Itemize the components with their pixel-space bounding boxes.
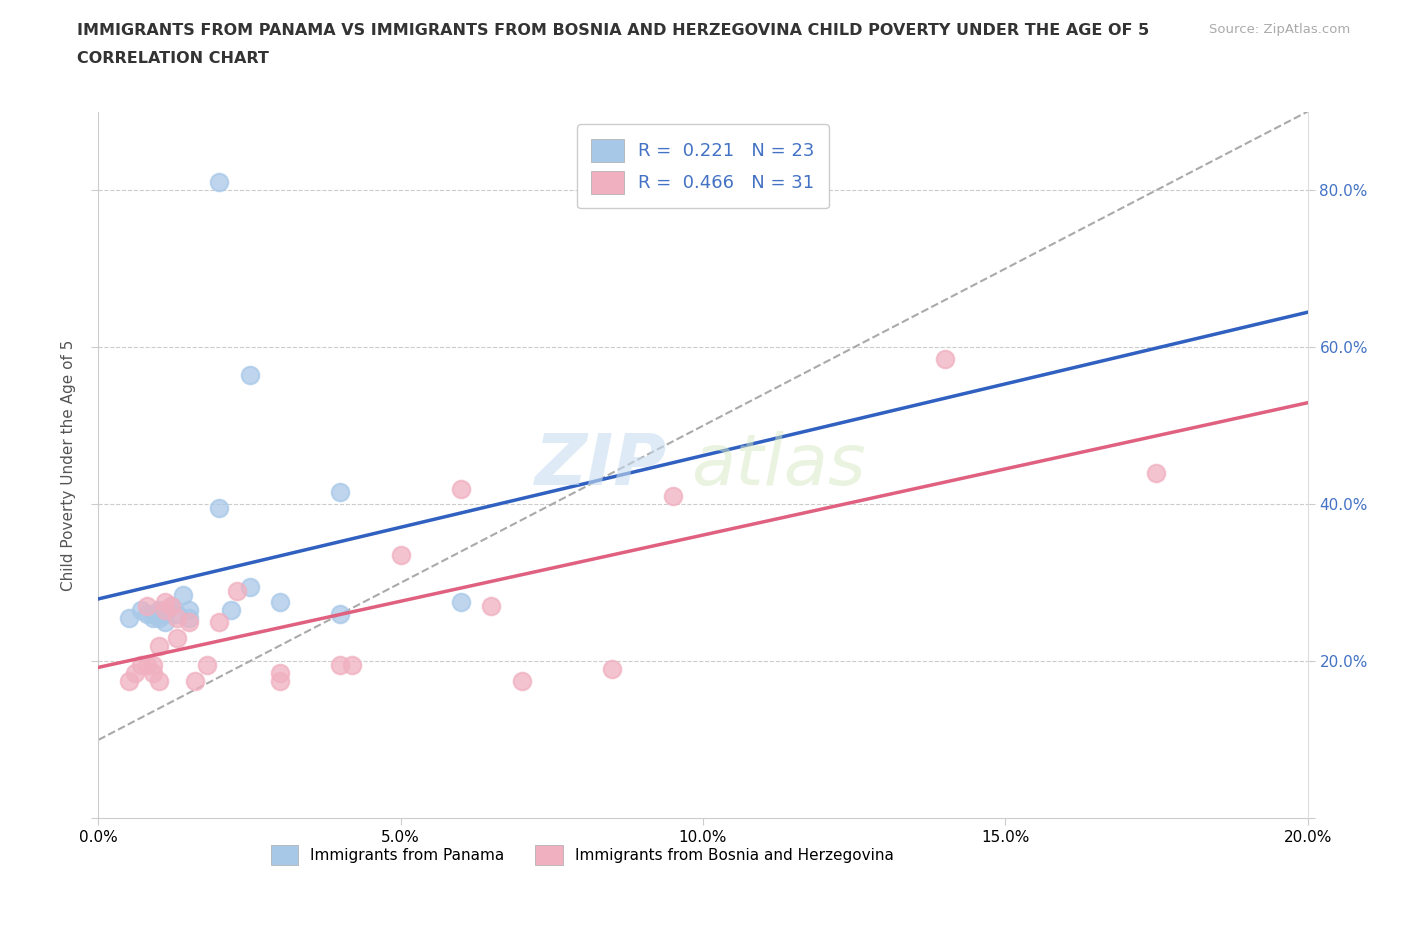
Point [135,599,157,614]
Point [269,595,291,610]
Point [142,658,165,672]
Point [226,583,249,598]
Point [153,595,176,610]
Point [148,638,170,653]
Point [239,579,262,594]
Point [160,599,183,614]
Point [166,606,188,621]
Point [184,673,207,688]
Text: atlas: atlas [690,431,866,499]
Point [179,603,201,618]
Legend: Immigrants from Panama, Immigrants from Bosnia and Herzegovina: Immigrants from Panama, Immigrants from … [264,839,900,870]
Point [129,603,152,618]
Point [148,673,170,688]
Point [208,175,231,190]
Point [510,673,533,688]
Point [153,606,176,621]
Point [179,615,201,630]
Point [329,658,352,672]
Point [142,666,165,681]
Point [148,611,170,626]
Point [135,606,157,621]
Point [148,603,170,618]
Point [166,631,188,645]
Point [342,658,364,672]
Point [239,367,262,382]
Point [221,603,243,618]
Point [269,673,291,688]
Point [389,548,412,563]
Point [124,666,146,681]
Text: CORRELATION CHART: CORRELATION CHART [77,51,269,66]
Point [153,603,176,618]
Text: IMMIGRANTS FROM PANAMA VS IMMIGRANTS FROM BOSNIA AND HERZEGOVINA CHILD POVERTY U: IMMIGRANTS FROM PANAMA VS IMMIGRANTS FRO… [77,23,1150,38]
Point [160,599,183,614]
Point [450,481,472,496]
Point [172,587,194,602]
Text: Source: ZipAtlas.com: Source: ZipAtlas.com [1209,23,1350,36]
Point [208,615,231,630]
Point [208,500,231,515]
Point [129,658,152,672]
Point [602,662,624,677]
Y-axis label: Child Poverty Under the Age of 5: Child Poverty Under the Age of 5 [60,339,76,591]
Point [118,611,141,626]
Point [118,673,141,688]
Point [179,611,201,626]
Point [329,606,352,621]
Point [153,615,176,630]
Point [269,666,291,681]
Point [481,599,503,614]
Point [195,658,218,672]
Point [142,606,165,621]
Point [166,611,188,626]
Point [135,658,157,672]
Point [142,611,165,626]
Point [1144,465,1167,480]
Text: ZIP: ZIP [534,431,666,499]
Point [934,352,956,366]
Point [450,595,472,610]
Point [329,485,352,500]
Point [661,489,683,504]
